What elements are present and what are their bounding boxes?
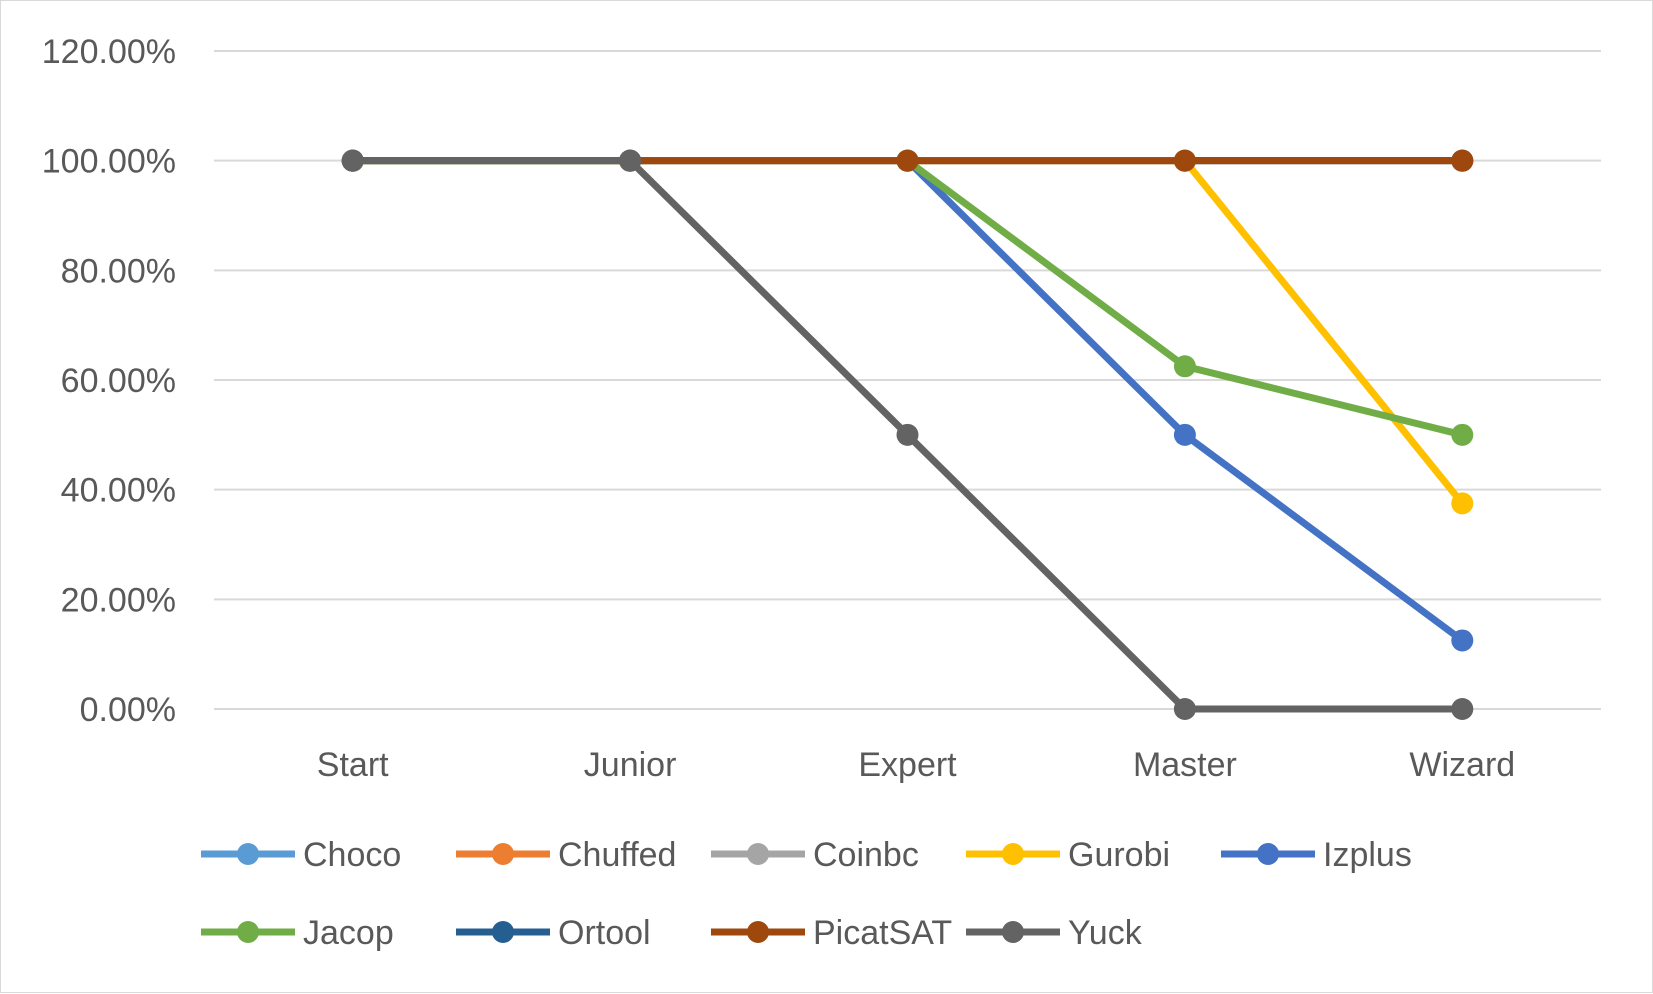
legend-marker [747,921,769,943]
legend-entry-ortool: Ortool [456,914,651,952]
data-point [1173,698,1196,720]
y-tick-label: 0.00% [80,691,176,729]
legend-entry-gurobi: Gurobi [966,836,1170,874]
y-tick-label: 120.00% [42,33,176,71]
legend-label: PicatSAT [813,914,952,952]
legend-label: Coinbc [813,836,919,874]
legend-marker [1002,921,1024,943]
data-point [619,149,642,172]
legend-label: Gurobi [1068,836,1170,874]
data-point [896,423,919,446]
x-tick-label: Junior [584,746,677,784]
x-axis-tick-labels: Start Junior Expert Master Wizard [317,746,1515,784]
y-tick-label: 40.00% [61,472,176,510]
x-tick-label: Start [317,746,389,784]
legend-label: Yuck [1068,914,1143,952]
series-line [349,157,1466,644]
legend-entry-picatsat: PicatSAT [711,914,952,952]
legend-marker [237,843,259,865]
data-point [1451,423,1474,446]
data-point [1451,629,1474,652]
series-lines [341,149,1474,720]
legend-label: Chuffed [558,836,676,874]
legend-marker [492,843,514,865]
legend-label: Ortool [558,914,651,952]
legend-marker [747,843,769,865]
legend-entry-coinbc: Coinbc [711,836,919,874]
legend-label: Choco [303,836,401,874]
series-line [349,157,1466,507]
legend-marker [1002,843,1024,865]
legend-entry-chuffed: Chuffed [456,836,676,874]
legend-entry-yuck: Yuck [966,914,1143,952]
x-tick-label: Expert [858,746,957,784]
legend-entry-choco: Choco [201,836,401,874]
y-tick-label: 100.00% [42,143,176,181]
y-tick-label: 60.00% [61,362,176,400]
data-point [1173,355,1196,378]
legend-label: Jacop [303,914,394,952]
legend: Choco Chuffed Coinbc Gurobi Izplus Jacop Ortoo… [201,836,1412,952]
legend-entry-izplus: Izplus [1221,836,1412,874]
x-tick-label: Master [1133,746,1237,784]
x-tick-label: Wizard [1409,746,1515,784]
y-tick-label: 80.00% [61,252,176,290]
y-axis-tick-labels: 0.00% 20.00% 40.00% 60.00% 80.00% 100.00% 120.… [42,33,176,729]
legend-marker [237,921,259,943]
legend-marker [492,921,514,943]
data-point [1451,492,1474,515]
data-point [1173,423,1196,446]
data-point [1451,149,1474,172]
legend-entry-jacop: Jacop [201,914,394,952]
series-yuck [341,149,1474,720]
y-tick-label: 20.00% [61,581,176,619]
data-point [896,149,919,172]
series-izplus [341,149,1474,652]
series-jacop [341,149,1474,446]
legend-label: Izplus [1323,836,1412,874]
data-point [1173,149,1196,172]
series-gurobi [341,149,1474,515]
data-point [1451,698,1474,720]
data-point [341,149,364,172]
legend-marker [1257,843,1279,865]
